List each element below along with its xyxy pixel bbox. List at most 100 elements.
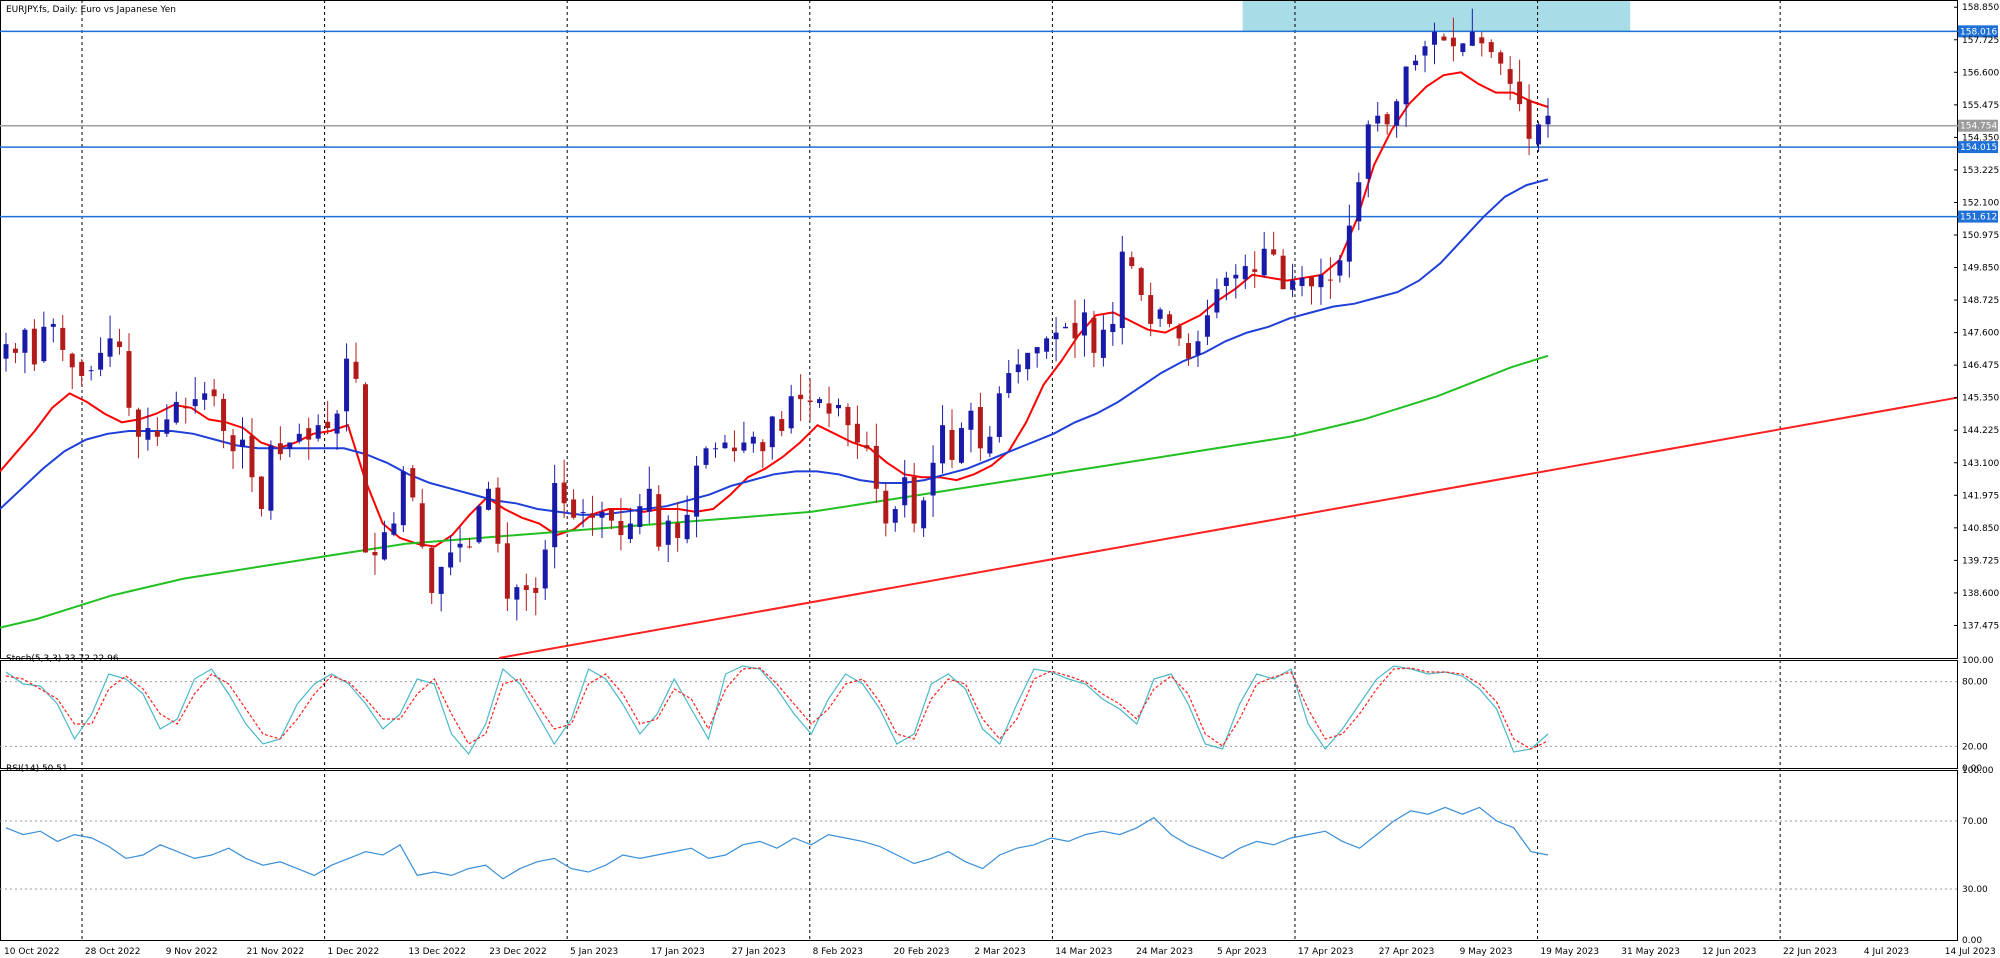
candle-body	[1469, 31, 1475, 46]
candle-body	[145, 428, 151, 440]
candle-body	[883, 490, 889, 524]
candle-body	[258, 476, 264, 510]
ema-slow-line	[0, 354, 1549, 629]
candle-body	[22, 329, 28, 353]
candle-body	[656, 494, 662, 547]
y-tick-label: 138.600	[1962, 589, 1999, 599]
y-tick-label: 148.725	[1962, 296, 1999, 306]
candle-body	[1498, 52, 1504, 64]
candle-body	[807, 400, 813, 403]
candle-body	[1318, 274, 1324, 288]
candle-body	[211, 389, 217, 397]
candle-body	[571, 499, 577, 518]
candle-body	[268, 445, 274, 511]
candle-body	[741, 442, 747, 451]
candle-body	[921, 500, 927, 529]
candle-body	[1403, 66, 1409, 105]
candle-body	[1252, 269, 1258, 272]
candle-body	[1337, 260, 1343, 276]
candle-body	[287, 442, 293, 449]
candle-body	[306, 428, 312, 440]
x-tick-label: 17 Apr 2023	[1298, 947, 1354, 957]
candle-body	[117, 341, 123, 348]
candle-body	[514, 587, 520, 600]
candle-body	[164, 419, 170, 434]
x-tick-label: 12 Jun 2023	[1702, 947, 1756, 957]
x-tick-label: 14 Mar 2023	[1055, 947, 1112, 957]
candle-body	[183, 407, 189, 409]
candle-body	[1375, 115, 1381, 124]
candle-body	[892, 509, 898, 523]
candle-body	[845, 406, 851, 426]
candle-body	[722, 442, 728, 449]
candle-body	[1138, 268, 1144, 296]
y-tick-label: 153.225	[1962, 166, 1999, 176]
candle-body	[1507, 69, 1513, 84]
x-tick-label: 9 Nov 2022	[166, 947, 218, 957]
x-tick-label: 9 May 2023	[1460, 947, 1513, 957]
candle-body	[438, 566, 444, 594]
y-tick-label: 154.350	[1962, 133, 1999, 143]
price-zone-layer	[1242, 0, 1631, 32]
candle-body	[1110, 323, 1116, 333]
candle-body	[1271, 249, 1277, 255]
candle-body	[495, 487, 501, 544]
candle-body	[1015, 364, 1021, 373]
candle-body	[1100, 329, 1106, 358]
y-tick-label: 140.850	[1962, 524, 1999, 534]
x-tick-label: 14 Jul 2023	[1945, 947, 1996, 957]
candle-body	[325, 421, 331, 429]
candle-body	[1167, 314, 1173, 324]
rsi-line	[5, 806, 1549, 880]
candle-body	[1157, 309, 1163, 319]
candle-body	[873, 445, 879, 489]
y-tick-label: 152.100	[1962, 198, 1999, 208]
candle-body	[779, 419, 785, 431]
y-tick-label: 155.475	[1962, 101, 1999, 111]
candle-body	[372, 552, 378, 556]
y-tick-label: 146.475	[1962, 361, 1999, 371]
candle-body	[1460, 43, 1466, 52]
trendline[interactable]	[498, 396, 1958, 659]
candle-body	[1356, 182, 1362, 222]
x-tick-label: 8 Feb 2023	[813, 947, 863, 957]
candle-body	[750, 436, 756, 444]
candle-body	[1025, 352, 1031, 370]
candle-body	[694, 465, 700, 517]
candle-body	[3, 344, 9, 359]
candle-body	[1186, 343, 1192, 359]
candle-body	[675, 522, 681, 538]
candle-body	[79, 361, 85, 376]
candle-body	[296, 433, 302, 442]
candle-body	[1422, 46, 1428, 56]
candle-body	[1479, 37, 1485, 44]
candle-body	[1290, 280, 1296, 290]
y-tick-label: 158.850	[1962, 3, 1999, 13]
horizontal-levels-layer[interactable]: 158.016 154.754 154.015 151.612	[0, 25, 1998, 223]
x-tick-label: 5 Apr 2023	[1217, 947, 1267, 957]
x-tick-label: 22 Jun 2023	[1783, 947, 1837, 957]
candle-body	[107, 338, 113, 357]
x-tick-label: 13 Dec 2022	[408, 947, 466, 957]
y-tick-label: 150.975	[1962, 231, 1999, 241]
candle-body	[410, 468, 416, 498]
candle-body	[854, 423, 860, 443]
candle-body	[126, 351, 132, 408]
candle-body	[31, 328, 37, 365]
y-tick-label: 147.600	[1962, 329, 1999, 339]
panel-border	[0, 660, 1958, 769]
candle-body	[1044, 338, 1050, 352]
candle-body	[277, 443, 283, 455]
y-tick-label: 156.600	[1962, 68, 1999, 78]
subwindows-layer	[0, 665, 1958, 890]
candle-body	[1129, 257, 1135, 267]
candle-body	[60, 327, 66, 350]
x-tick-label: 4 Jul 2023	[1864, 947, 1909, 957]
candle-body	[41, 326, 47, 362]
candle-body	[12, 348, 18, 353]
candle-body	[1091, 317, 1097, 353]
x-tick-label: 5 Jan 2023	[570, 947, 618, 957]
candle-body	[1223, 277, 1229, 286]
main-chart-title: EURJPY.fs, Daily: Euro vs Japanese Yen	[6, 5, 176, 15]
